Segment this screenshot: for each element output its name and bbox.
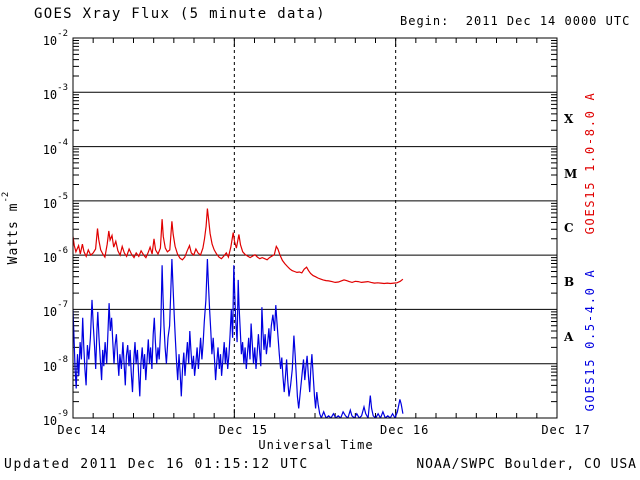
legend-goes15-short-channel: GOES15 0.5-4.0 A <box>583 268 597 412</box>
y-axis-title-text: Watts m <box>6 202 22 265</box>
flare-class-x-label: X <box>564 112 574 127</box>
legend-goes15-long-channel: GOES15 1.0-8.0 A <box>583 91 597 235</box>
x-axis-tick-label: Dec 15 <box>218 423 269 437</box>
begin-timestamp: Begin: 2011 Dec 14 0000 UTC <box>400 14 631 28</box>
x-axis-title: Universal Time <box>258 438 374 452</box>
x-axis-tick-label: Dec 17 <box>541 423 591 437</box>
y-axis-tick-label: 10-9 <box>42 409 68 428</box>
agency-credit: NOAA/SWPC Boulder, CO USA <box>416 457 637 472</box>
flare-class-m-label: M <box>564 166 578 181</box>
series-short-wavelength <box>73 258 404 418</box>
y-axis-tick-label: 10-6 <box>42 246 68 266</box>
y-axis-tick-label: 10-7 <box>42 300 68 320</box>
y-axis-tick-label: 10-3 <box>42 83 68 103</box>
y-axis-title-exponent: -2 <box>0 191 11 203</box>
y-axis-tick-label: 10-5 <box>42 191 68 211</box>
y-axis-tick-label: 10-4 <box>42 137 68 157</box>
flare-class-a-label: A <box>564 329 574 344</box>
flare-class-b-label: B <box>564 275 575 290</box>
x-axis-tick-label: Dec 14 <box>57 423 107 437</box>
updated-timestamp: Updated 2011 Dec 16 01:15:12 UTC <box>4 457 309 472</box>
series-long-wavelength <box>73 208 404 285</box>
plot-border <box>72 37 558 419</box>
x-axis-tick-label: Dec 16 <box>379 423 430 437</box>
y-axis-tick-label: 10-8 <box>42 354 68 374</box>
flare-class-c-label: C <box>564 221 574 235</box>
chart-title: GOES Xray Flux (5 minute data) <box>34 6 326 22</box>
axis-tick-marks <box>72 38 558 418</box>
y-axis-title: Watts m-2 <box>1 192 22 265</box>
y-axis-tick-label: 10-2 <box>42 29 68 48</box>
